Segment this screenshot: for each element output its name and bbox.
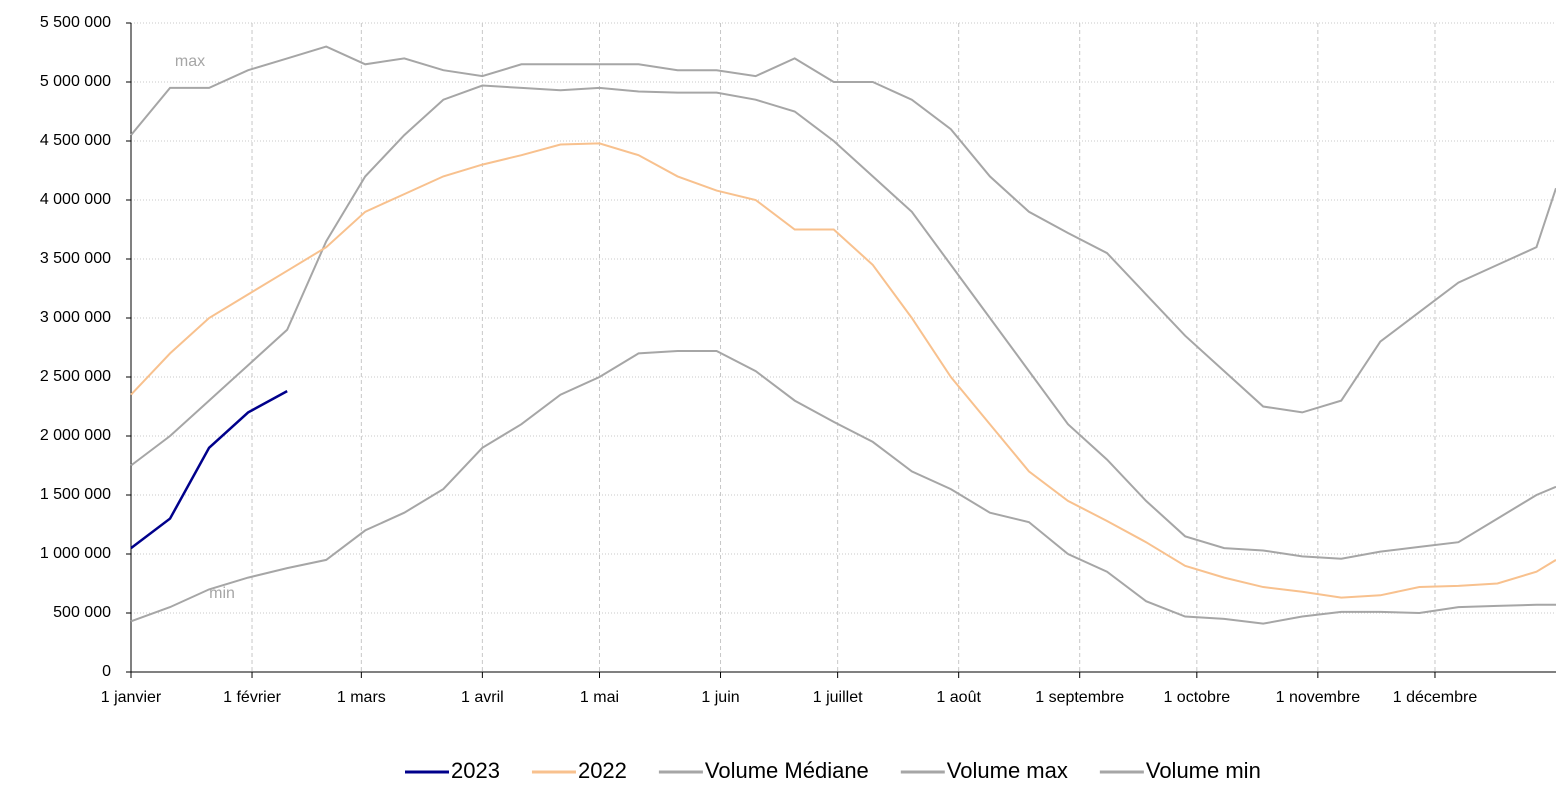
annotation: max [175, 53, 205, 70]
x-tick-label: 1 avril [461, 689, 504, 706]
series-line [130, 142, 1556, 599]
series-line [130, 45, 1556, 414]
legend-label: Volume Médiane [705, 758, 869, 783]
x-tick-label: 1 décembre [1393, 689, 1478, 706]
x-tick-label: 1 novembre [1276, 689, 1361, 706]
legend-label: 2023 [451, 758, 500, 783]
legend-label: Volume max [947, 758, 1068, 783]
legend-label: 2022 [578, 758, 627, 783]
series-line [130, 84, 1556, 560]
y-tick-label: 2 500 000 [40, 368, 111, 385]
y-tick-label: 1 500 000 [40, 486, 111, 503]
y-tick-label: 4 000 000 [40, 191, 111, 208]
y-tick-label: 5 500 000 [40, 14, 111, 31]
x-tick-label: 1 août [936, 689, 981, 706]
x-tick-label: 1 juin [701, 689, 739, 706]
x-tick-label: 1 octobre [1163, 689, 1230, 706]
y-tick-label: 5 000 000 [40, 73, 111, 90]
series-line [130, 350, 1556, 625]
y-tick-label: 2 000 000 [40, 427, 111, 444]
legend-label: Volume min [1146, 758, 1261, 783]
x-tick-label: 1 janvier [101, 689, 162, 706]
x-tick-label: 1 septembre [1035, 689, 1124, 706]
x-tick-label: 1 juillet [813, 689, 863, 706]
x-tick-label: 1 mai [580, 689, 619, 706]
y-tick-label: 3 000 000 [40, 309, 111, 326]
y-tick-label: 0 [102, 663, 111, 680]
x-tick-label: 1 mars [337, 689, 386, 706]
series-line [130, 390, 288, 550]
y-tick-label: 3 500 000 [40, 250, 111, 267]
y-tick-label: 500 000 [53, 604, 111, 621]
y-tick-label: 1 000 000 [40, 545, 111, 562]
y-tick-label: 4 500 000 [40, 132, 111, 149]
x-tick-label: 1 février [223, 689, 281, 706]
annotation: min [209, 585, 235, 602]
